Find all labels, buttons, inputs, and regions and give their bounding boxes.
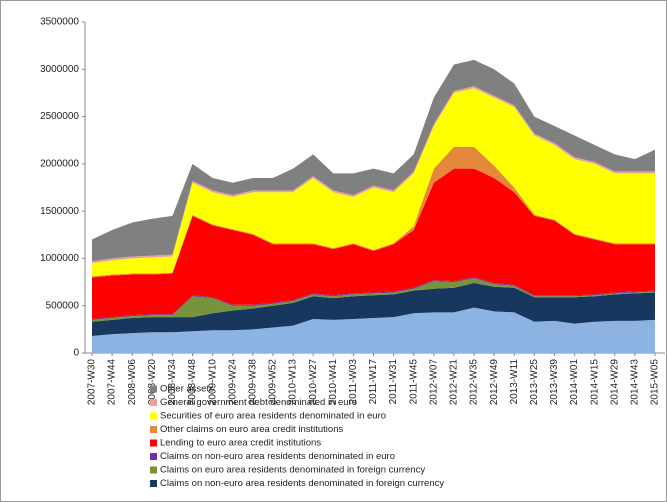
area: [92, 168, 655, 319]
legend-label: Other assets: [160, 384, 214, 395]
x-tick-label: 2008-W34: [167, 359, 178, 406]
x-tick-label: 2010-W27: [308, 359, 319, 406]
x-tick-label: 2011-W17: [368, 359, 379, 405]
x-tick-label: 2008-W48: [187, 359, 198, 406]
legend-label: General government debt denominated in e…: [160, 397, 357, 408]
x-tick-label: 2010-W41: [328, 359, 339, 406]
x-tick-label: 2012-W35: [469, 359, 480, 406]
area: [92, 88, 655, 277]
x-tick-label: 2014-W15: [589, 359, 600, 406]
legend-swatch: [150, 385, 157, 393]
x-tick-label: 2011-W03: [348, 359, 359, 405]
y-tick-label: 1500000: [40, 206, 79, 217]
x-tick-label: 2009-W10: [207, 359, 218, 406]
y-tick-label: 500000: [46, 300, 80, 311]
y-tick-label: 2000000: [40, 158, 79, 169]
legend-label: Lending to euro area credit institutions: [160, 438, 321, 449]
legend-swatch: [150, 439, 157, 447]
legend-swatch: [150, 426, 157, 433]
y-tick-label: 3500000: [40, 17, 79, 28]
legend-swatch: [150, 412, 157, 420]
x-tick-label: 2013-W25: [529, 359, 540, 406]
x-tick-label: 2009-W24: [227, 359, 238, 406]
area: [92, 278, 655, 322]
legend-label: Other claims on euro area credit institu…: [160, 424, 343, 435]
y-tick-label: 0: [73, 348, 79, 359]
x-tick-label: 2009-W52: [268, 359, 279, 406]
x-tick-label: 2011-W31: [388, 359, 399, 405]
x-tick-label: 2009-W38: [247, 359, 258, 406]
x-tick-label: 2008-W20: [147, 359, 158, 406]
x-tick-label: 2012-W21: [449, 359, 460, 406]
area: [92, 59, 655, 262]
x-tick-label: 2014-W01: [569, 359, 580, 406]
x-tick-label: 2011-W45: [408, 359, 419, 405]
x-tick-label: 2007-W44: [107, 359, 118, 406]
y-tick-label: 3000000: [40, 64, 79, 75]
x-tick-label: 2013-W39: [549, 359, 560, 406]
x-tick-label: 2014-W43: [630, 359, 641, 406]
x-tick-label: 2008-W06: [127, 359, 138, 406]
legend-label: Claims on non-euro area residents denomi…: [160, 478, 444, 489]
legend-label: Securities of euro area residents denomi…: [160, 411, 386, 422]
x-tick-label: 2012-W49: [489, 359, 500, 406]
y-tick-label: 1000000: [40, 253, 79, 264]
x-tick-label: 2007-W30: [87, 359, 98, 406]
legend-swatch: [150, 480, 157, 487]
x-tick-label: 2012-W07: [428, 359, 439, 406]
legend-swatch: [150, 466, 157, 474]
x-tick-label: 2013-W11: [509, 359, 520, 405]
legend-swatch: [150, 399, 157, 406]
area: [92, 283, 655, 336]
area: [92, 307, 655, 353]
x-tick-label: 2014-W29: [609, 359, 620, 406]
legend-swatch: [150, 453, 157, 460]
x-tick-label: 2015-W05: [650, 359, 661, 406]
x-tick-label: 2010-W13: [288, 359, 299, 406]
y-tick-label: 2500000: [40, 111, 79, 122]
legend-label: Claims on euro area residents denominate…: [160, 465, 425, 476]
legend-label: Claims on non-euro area residents denomi…: [160, 451, 395, 462]
